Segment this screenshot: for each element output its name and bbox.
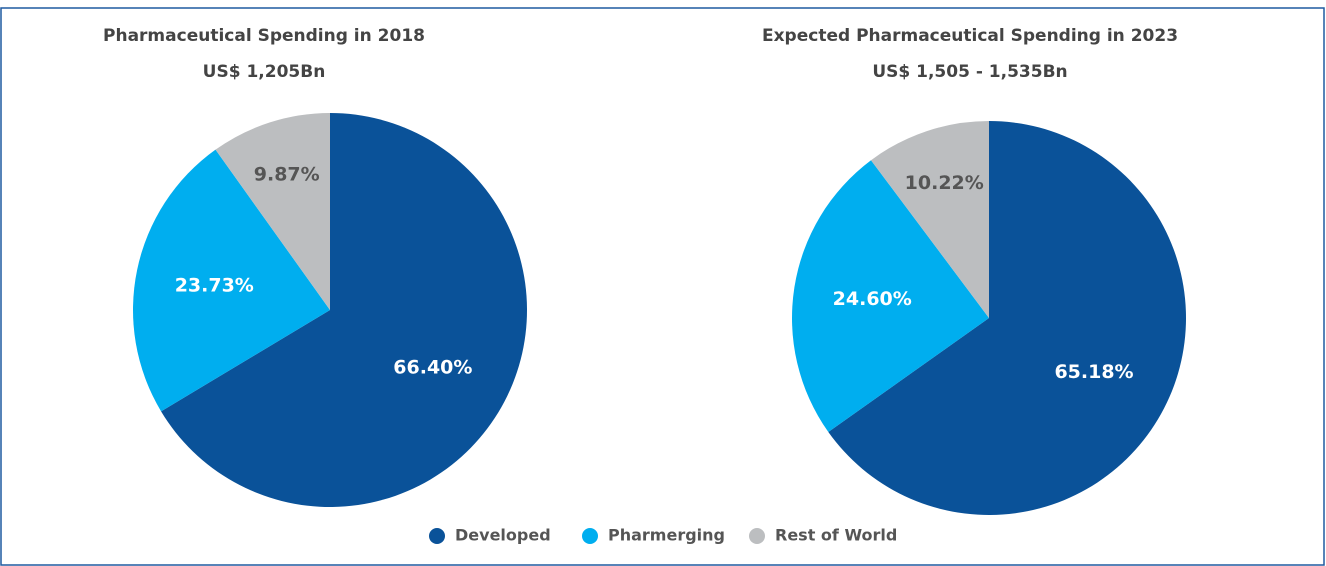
legend-label: Developed	[455, 526, 551, 545]
pie-slice	[828, 121, 1186, 515]
legend-marker	[582, 528, 598, 544]
pie-slice	[792, 160, 989, 432]
pie-slice	[215, 113, 330, 310]
chart-subtitle: US$ 1,505 - 1,535Bn	[872, 62, 1067, 82]
data-label: 65.18%	[1054, 361, 1133, 383]
legend-label: Rest of World	[775, 526, 897, 545]
legend-label: Pharmerging	[608, 526, 725, 545]
pie-slice	[871, 121, 989, 318]
data-label: 23.73%	[175, 274, 254, 296]
frame	[0, 7, 1325, 566]
data-label: 9.87%	[254, 163, 320, 185]
data-label: 10.22%	[905, 172, 984, 194]
legend-marker	[749, 528, 765, 544]
data-label: 24.60%	[833, 288, 912, 310]
data-label: 66.40%	[393, 357, 472, 379]
pie-slice	[133, 149, 330, 412]
legend-marker	[429, 528, 445, 544]
pie-slice	[161, 113, 528, 508]
chart-title: Expected Pharmaceutical Spending in 2023	[762, 26, 1178, 46]
chart-title: Pharmaceutical Spending in 2018	[103, 26, 425, 46]
chart-subtitle: US$ 1,205Bn	[203, 62, 326, 82]
